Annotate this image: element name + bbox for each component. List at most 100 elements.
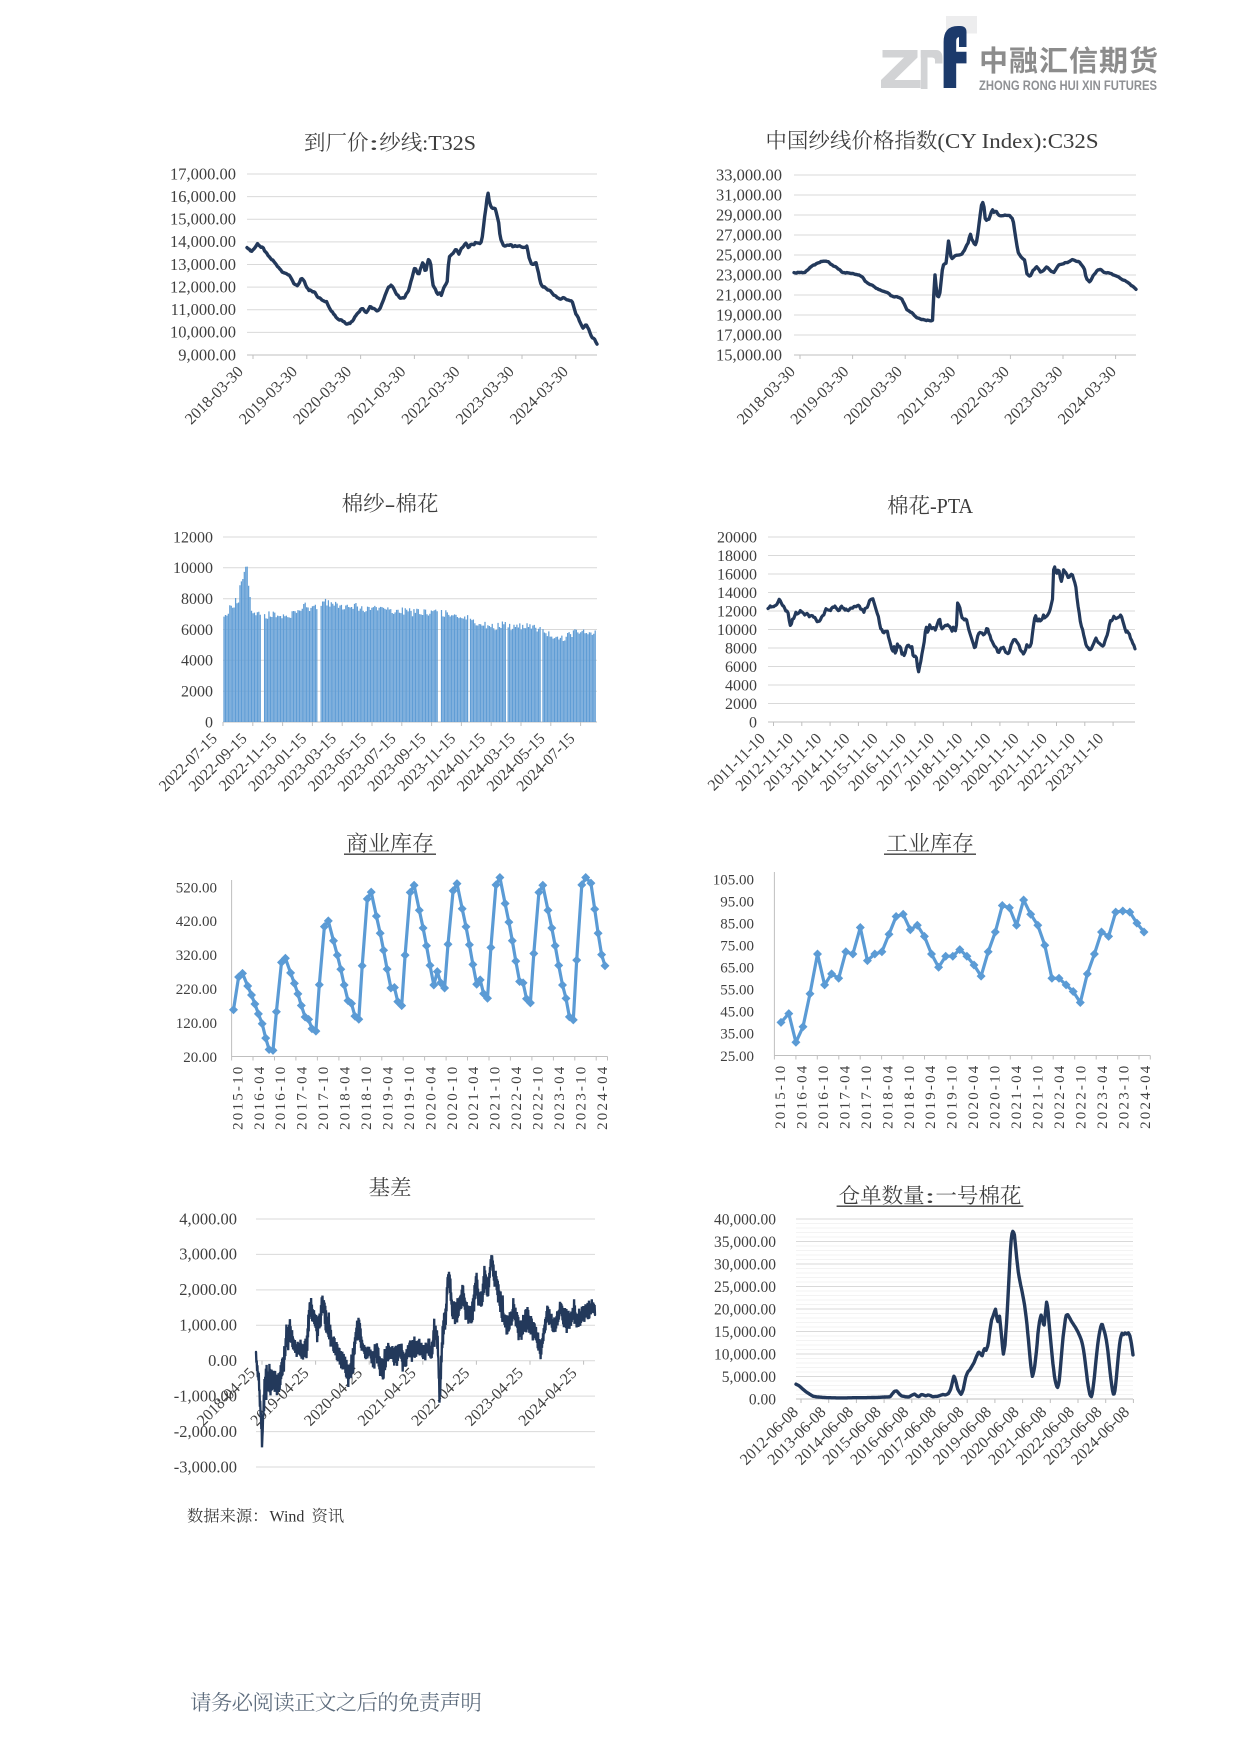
svg-text:16,000.00: 16,000.00 — [170, 187, 236, 206]
svg-text:2024-04: 2024-04 — [1138, 1064, 1154, 1129]
svg-text:2023-10: 2023-10 — [574, 1065, 590, 1130]
svg-text:2020-04: 2020-04 — [966, 1064, 982, 1129]
svg-text:30,000.00: 30,000.00 — [714, 1256, 776, 1273]
svg-text:95.00: 95.00 — [720, 894, 754, 910]
svg-text:65.00: 65.00 — [720, 961, 754, 977]
svg-text:2018-04: 2018-04 — [880, 1064, 896, 1129]
svg-text:2020-04: 2020-04 — [423, 1065, 439, 1130]
svg-text:15,000.00: 15,000.00 — [714, 1324, 776, 1341]
svg-text:5,000.00: 5,000.00 — [722, 1369, 777, 1386]
svg-text:2000: 2000 — [725, 696, 757, 713]
svg-text:19,000.00: 19,000.00 — [716, 305, 782, 324]
svg-text:2017-10: 2017-10 — [316, 1065, 332, 1130]
svg-text:23,000.00: 23,000.00 — [716, 265, 782, 284]
svg-text:2019-10: 2019-10 — [402, 1065, 418, 1130]
svg-text:1,000.00: 1,000.00 — [179, 1316, 237, 1335]
svg-text:9,000.00: 9,000.00 — [178, 345, 236, 364]
svg-text:2021-04: 2021-04 — [1009, 1064, 1025, 1129]
svg-text::T32S: :T32S — [422, 131, 476, 155]
svg-text:2019-04: 2019-04 — [380, 1065, 396, 1130]
svg-text:2022-10: 2022-10 — [1073, 1064, 1089, 1129]
svg-text:55.00: 55.00 — [720, 983, 754, 999]
svg-text:-3,000.00: -3,000.00 — [174, 1457, 237, 1476]
svg-text:2018-10: 2018-10 — [359, 1065, 375, 1130]
svg-text:2018-04: 2018-04 — [338, 1065, 354, 1130]
svg-text:10000: 10000 — [717, 622, 757, 639]
svg-text:45.00: 45.00 — [720, 1005, 754, 1021]
svg-text:35.00: 35.00 — [720, 1027, 754, 1043]
svg-text:12000: 12000 — [173, 529, 213, 546]
svg-text:-2,000.00: -2,000.00 — [174, 1422, 237, 1441]
svg-text:2015-10: 2015-10 — [773, 1064, 789, 1129]
svg-text:15,000.00: 15,000.00 — [716, 345, 782, 364]
svg-text:2016-10: 2016-10 — [273, 1065, 289, 1130]
svg-text:75.00: 75.00 — [720, 939, 754, 955]
svg-text:2016-04: 2016-04 — [252, 1065, 268, 1130]
svg-text:25,000.00: 25,000.00 — [716, 245, 782, 264]
svg-text::: : — [369, 131, 380, 155]
svg-text:-1,000.00: -1,000.00 — [174, 1386, 237, 1405]
svg-text:320.00: 320.00 — [176, 948, 217, 964]
svg-text:6000: 6000 — [181, 622, 213, 639]
svg-text:16000: 16000 — [717, 566, 757, 583]
svg-text:ZHONG RONG HUI XIN FUTURES: ZHONG RONG HUI XIN FUTURES — [979, 78, 1157, 93]
svg-text:4,000.00: 4,000.00 — [179, 1209, 237, 1228]
svg-text:14,000.00: 14,000.00 — [170, 232, 236, 251]
svg-text:2019-10: 2019-10 — [945, 1064, 961, 1129]
svg-text:18000: 18000 — [717, 548, 757, 565]
svg-text:2018-10: 2018-10 — [902, 1064, 918, 1129]
svg-text:0.00: 0.00 — [749, 1391, 776, 1408]
svg-text:-: - — [385, 492, 396, 516]
svg-text:40,000.00: 40,000.00 — [714, 1211, 776, 1228]
svg-text:420.00: 420.00 — [176, 914, 217, 930]
svg-text:12,000.00: 12,000.00 — [170, 277, 236, 296]
svg-text:13,000.00: 13,000.00 — [170, 255, 236, 274]
svg-text:2024-04: 2024-04 — [595, 1065, 611, 1130]
svg-text:(CY Index):C32S: (CY Index):C32S — [937, 129, 1098, 153]
svg-text:20000: 20000 — [717, 529, 757, 546]
svg-text:2016-10: 2016-10 — [816, 1064, 832, 1129]
svg-text:2015-10: 2015-10 — [230, 1065, 246, 1130]
svg-text:29,000.00: 29,000.00 — [716, 205, 782, 224]
svg-text:10,000.00: 10,000.00 — [170, 323, 236, 342]
svg-text:2023-10: 2023-10 — [1116, 1064, 1132, 1129]
svg-text:20,000.00: 20,000.00 — [714, 1301, 776, 1318]
svg-text:0: 0 — [205, 714, 213, 731]
svg-text:15,000.00: 15,000.00 — [170, 210, 236, 229]
svg-text:2016-04: 2016-04 — [795, 1064, 811, 1129]
svg-text:2021-10: 2021-10 — [488, 1065, 504, 1130]
svg-text:0.00: 0.00 — [208, 1351, 237, 1370]
svg-text:2022-04: 2022-04 — [1052, 1064, 1068, 1129]
svg-text:2021-04: 2021-04 — [466, 1065, 482, 1130]
svg-text:33,000.00: 33,000.00 — [716, 165, 782, 184]
svg-text:105.00: 105.00 — [713, 872, 754, 888]
svg-text:120.00: 120.00 — [176, 1016, 217, 1032]
svg-text:6000: 6000 — [725, 659, 757, 676]
svg-text:4000: 4000 — [181, 653, 213, 670]
svg-text:21,000.00: 21,000.00 — [716, 285, 782, 304]
svg-text:2023-04: 2023-04 — [552, 1065, 568, 1130]
svg-text:10,000.00: 10,000.00 — [714, 1346, 776, 1363]
svg-text::: : — [925, 1184, 936, 1208]
svg-text:0: 0 — [749, 714, 757, 731]
svg-text:10000: 10000 — [173, 560, 213, 577]
svg-text:2017-10: 2017-10 — [859, 1064, 875, 1129]
svg-text:17,000.00: 17,000.00 — [170, 164, 236, 183]
svg-text:2017-04: 2017-04 — [838, 1064, 854, 1129]
svg-text:14000: 14000 — [717, 585, 757, 602]
svg-text:11,000.00: 11,000.00 — [171, 300, 236, 319]
svg-text:2021-10: 2021-10 — [1031, 1064, 1047, 1129]
svg-text:520.00: 520.00 — [176, 880, 217, 896]
svg-text:20.00: 20.00 — [183, 1050, 217, 1066]
svg-text:31,000.00: 31,000.00 — [716, 185, 782, 204]
svg-text:2020-10: 2020-10 — [988, 1064, 1004, 1129]
svg-text:2,000.00: 2,000.00 — [179, 1280, 237, 1299]
svg-text:35,000.00: 35,000.00 — [714, 1234, 776, 1251]
svg-text:3,000.00: 3,000.00 — [179, 1245, 237, 1264]
svg-text:85.00: 85.00 — [720, 916, 754, 932]
svg-text:2022-10: 2022-10 — [531, 1065, 547, 1130]
svg-text:8000: 8000 — [181, 591, 213, 608]
svg-text:8000: 8000 — [725, 640, 757, 657]
svg-text:2019-04: 2019-04 — [923, 1064, 939, 1129]
svg-text:-PTA: -PTA — [930, 494, 974, 518]
